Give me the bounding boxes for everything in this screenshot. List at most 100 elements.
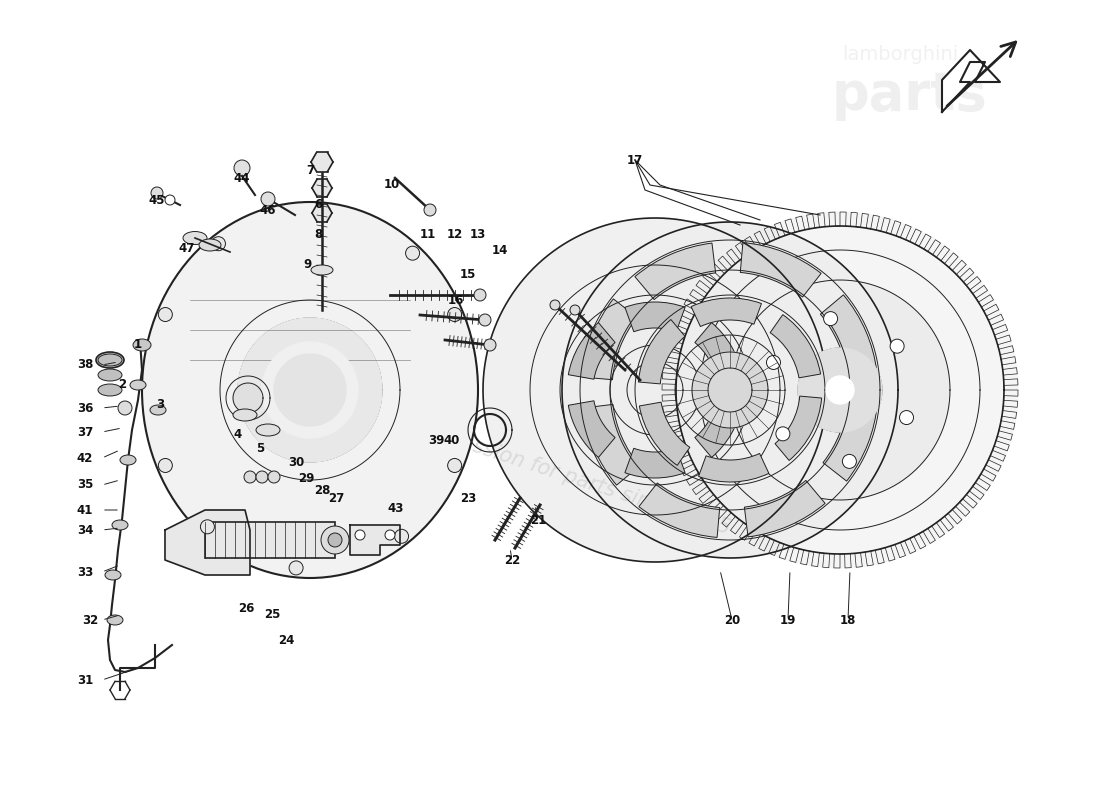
Polygon shape [262,342,358,438]
Circle shape [395,530,408,543]
Wedge shape [695,401,741,458]
Text: 43: 43 [388,502,404,514]
Ellipse shape [98,384,122,396]
Ellipse shape [120,455,136,465]
Text: 12: 12 [447,229,463,242]
Wedge shape [625,448,685,478]
Text: 21: 21 [530,514,546,526]
Text: 1: 1 [134,338,142,351]
Polygon shape [274,354,346,426]
Text: 20: 20 [724,614,740,626]
Polygon shape [311,153,333,171]
Text: lamborghini: lamborghini [842,46,958,65]
Circle shape [900,410,913,425]
Circle shape [406,246,419,260]
Circle shape [317,205,331,219]
Bar [205,522,336,558]
Ellipse shape [98,369,122,381]
Polygon shape [238,318,382,462]
Text: 41: 41 [77,503,94,517]
Ellipse shape [130,380,146,390]
Wedge shape [638,319,685,384]
Wedge shape [583,299,637,380]
Wedge shape [635,243,716,300]
Text: 6: 6 [314,198,322,211]
Circle shape [448,307,462,322]
Ellipse shape [133,339,151,351]
Ellipse shape [104,570,121,580]
Wedge shape [698,454,769,482]
Circle shape [289,561,304,575]
Circle shape [158,458,173,473]
Text: 4: 4 [234,429,242,442]
Text: 46: 46 [260,203,276,217]
Circle shape [328,533,342,547]
Text: 26: 26 [238,602,254,614]
Text: 23: 23 [460,491,476,505]
Polygon shape [233,383,263,413]
Polygon shape [312,204,332,222]
Circle shape [767,355,781,370]
Text: 33: 33 [77,566,94,578]
Wedge shape [569,322,615,379]
Text: 44: 44 [233,171,251,185]
Circle shape [424,204,436,216]
Ellipse shape [183,231,207,245]
Circle shape [211,237,226,250]
Circle shape [321,526,349,554]
Ellipse shape [311,265,333,275]
Ellipse shape [142,202,478,578]
Wedge shape [823,400,878,481]
Polygon shape [942,50,1000,112]
Text: 40: 40 [443,434,460,446]
Circle shape [474,289,486,301]
Circle shape [355,530,365,540]
Polygon shape [350,525,400,555]
Circle shape [165,195,175,205]
Circle shape [244,471,256,483]
Polygon shape [165,510,250,575]
Circle shape [890,339,904,353]
Wedge shape [695,322,741,379]
Polygon shape [798,348,882,432]
Text: 27: 27 [328,491,344,505]
Polygon shape [562,222,898,558]
Text: 42: 42 [77,451,94,465]
Circle shape [824,312,837,326]
Wedge shape [740,242,821,297]
Circle shape [385,530,395,540]
Text: 31: 31 [77,674,94,686]
Text: 19: 19 [780,614,796,626]
Circle shape [478,314,491,326]
Polygon shape [662,212,1018,568]
Polygon shape [730,280,950,500]
Text: 47: 47 [179,242,195,254]
Text: parts: parts [832,69,988,121]
Text: 15: 15 [460,269,476,282]
Circle shape [256,471,268,483]
Text: 10: 10 [384,178,400,191]
Text: 2: 2 [118,378,127,391]
Circle shape [776,427,790,441]
Text: 28: 28 [314,483,330,497]
Ellipse shape [233,409,257,421]
Text: 8: 8 [314,229,322,242]
Text: 3: 3 [156,398,164,411]
Circle shape [118,401,132,415]
Text: 14: 14 [492,243,508,257]
Ellipse shape [150,405,166,415]
Text: 36: 36 [77,402,94,414]
Polygon shape [692,352,768,428]
Text: 25: 25 [264,609,280,622]
Circle shape [484,339,496,351]
Circle shape [200,520,214,534]
Wedge shape [776,396,822,461]
Wedge shape [745,480,825,537]
Text: 17: 17 [627,154,644,166]
Ellipse shape [112,520,128,530]
Text: 13: 13 [470,229,486,242]
Wedge shape [691,298,761,326]
Text: 29: 29 [298,471,315,485]
Text: 45: 45 [148,194,165,206]
Text: 16: 16 [448,294,464,306]
